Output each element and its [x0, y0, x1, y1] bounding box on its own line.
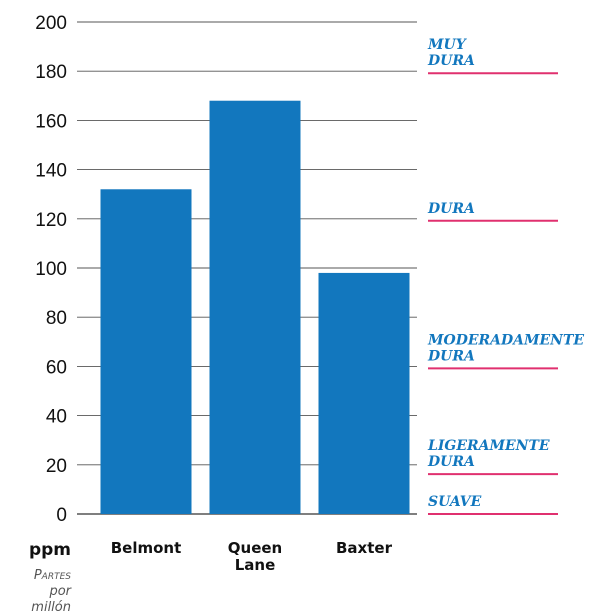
- x-category-label: Belmont: [111, 539, 182, 557]
- y-unit-subtitle: por: [48, 584, 72, 599]
- x-category-label: Queen: [228, 539, 282, 557]
- y-tick-label: 20: [46, 456, 67, 477]
- y-tick-label: 120: [35, 210, 67, 231]
- hardness-label: MUY: [427, 37, 468, 53]
- hardness-label: DURA: [427, 454, 475, 470]
- bar: [100, 189, 192, 514]
- y-tick-label: 60: [46, 357, 67, 378]
- y-tick-label: 0: [56, 505, 67, 526]
- hardness-label: SUAVE: [428, 494, 482, 510]
- y-unit-subtitle: millón: [31, 600, 71, 615]
- y-unit-subtitle: Partes: [34, 568, 71, 583]
- y-tick-label: 200: [35, 13, 67, 34]
- y-tick-label: 180: [35, 62, 67, 83]
- hardness-label: MODERADAMENTE: [427, 332, 584, 348]
- hardness-levels: SUAVELIGERAMENTEDURAMODERADAMENTEDURADUR…: [427, 37, 584, 515]
- hardness-label: DURA: [427, 201, 475, 217]
- bar: [318, 272, 410, 514]
- x-category-label: Lane: [235, 556, 276, 574]
- x-category-label: Baxter: [336, 539, 393, 557]
- y-axis: 0 20 40 60 80 100 120 140 160 180 200: [35, 13, 67, 526]
- hardness-label: LIGERAMENTE: [427, 438, 550, 454]
- hardness-label: DURA: [427, 348, 475, 364]
- bars: [100, 100, 410, 514]
- y-tick-label: 140: [35, 161, 67, 182]
- hardness-label: DURA: [427, 53, 475, 69]
- y-unit-label: ppm: [29, 540, 71, 560]
- y-tick-label: 40: [46, 407, 67, 428]
- bar: [209, 100, 301, 514]
- y-tick-label: 80: [46, 308, 67, 329]
- y-tick-label: 160: [35, 111, 67, 132]
- y-tick-label: 100: [35, 259, 67, 280]
